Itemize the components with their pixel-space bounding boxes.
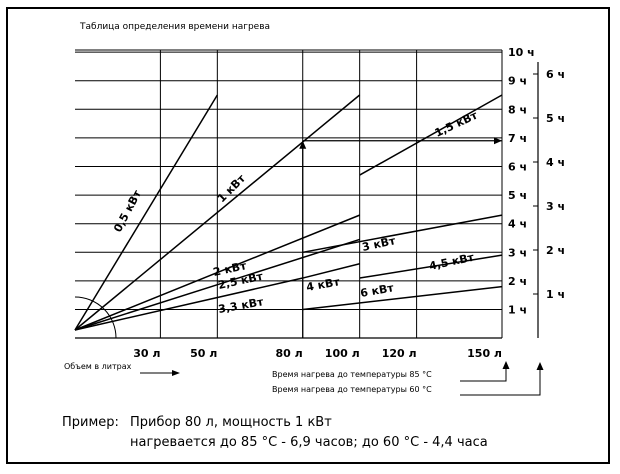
y85-leader-arrow (502, 361, 510, 369)
example-arrowhead-up (299, 140, 307, 149)
series-layer (74, 94, 503, 338)
series-line (74, 277, 303, 331)
x-tick-label: 80 л (276, 347, 303, 360)
example-prefix: Пример: (62, 415, 119, 430)
x-tick-label: 50 л (190, 347, 217, 360)
y60-axis-label: Время нагрева до температуры 60 °C (272, 385, 432, 394)
x-tick-label: 100 л (325, 347, 360, 360)
y85-tick-label: 5 ч (508, 189, 527, 202)
y60-tick-label: 3 ч (546, 200, 565, 213)
x-label-arrowhead (172, 370, 180, 376)
example-arrowhead-right (494, 137, 502, 145)
example-line-2: нагревается до 85 °C - 6,9 часов; до 60 … (130, 435, 488, 450)
grid-layer (74, 49, 503, 339)
y85-tick-label: 8 ч (508, 103, 527, 116)
y85-tick-label: 9 ч (508, 75, 527, 88)
y60-tick-label: 5 ч (546, 112, 565, 125)
series-label: 4,5 кВт (428, 251, 476, 273)
x-axis-label: Объем в литрах (64, 362, 132, 371)
series-line (359, 254, 503, 279)
y60-tick-label: 6 ч (546, 68, 565, 81)
y85-tick-label: 7 ч (508, 132, 527, 145)
series-label: 3 кВт (361, 234, 397, 254)
y60-label-leader (460, 363, 541, 396)
y60-tick-label: 1 ч (546, 288, 565, 301)
series-line (359, 94, 503, 176)
y85-label-leader (460, 362, 507, 382)
series-line (74, 238, 360, 331)
series-label: 4 кВт (305, 275, 341, 294)
y85-tick-label: 2 ч (508, 275, 527, 288)
series-label: 3,3 кВт (217, 295, 265, 316)
x-tick-label: 120 л (382, 347, 417, 360)
series-line (74, 94, 218, 331)
x-tick-label: 150 л (467, 347, 502, 360)
y85-tick-label: 4 ч (508, 218, 527, 231)
y85-tick-label: 3 ч (508, 246, 527, 259)
y85-tick-label: 1 ч (508, 304, 527, 317)
label-layer: 1 ч 2 ч 3 ч 4 ч 5 ч 6 ч 7 ч 8 ч 9 ч 10 ч 30 л 50 л 8… (111, 46, 565, 360)
series-label: 6 кВт (359, 281, 395, 300)
series-line (74, 214, 360, 331)
series-label: 1,5 кВт (433, 108, 480, 139)
series-line (74, 94, 361, 331)
series-line (302, 263, 360, 279)
example-line-1: Прибор 80 л, мощность 1 кВт (130, 415, 332, 430)
chart-frame (6, 7, 610, 464)
series-line (302, 285, 503, 311)
y60-tick-label: 2 ч (546, 244, 565, 257)
y60-tick-label: 4 ч (546, 156, 565, 169)
example-block: Пример: Прибор 80 л, мощность 1 кВт нагр… (62, 415, 488, 450)
series-label: 0,5 кВт (111, 188, 144, 235)
y85-tick-label: 10 ч (508, 46, 535, 59)
y60-leader-arrow (536, 362, 544, 370)
axis-layer (75, 62, 544, 396)
origin-arc (74, 296, 117, 339)
y85-axis-label: Время нагрева до температуры 85 °C (272, 370, 432, 379)
x-tick-label: 30 л (133, 347, 160, 360)
y85-tick-label: 6 ч (508, 161, 527, 174)
series-line (302, 214, 503, 254)
chart-title: Таблица определения времени нагрева (80, 22, 271, 32)
